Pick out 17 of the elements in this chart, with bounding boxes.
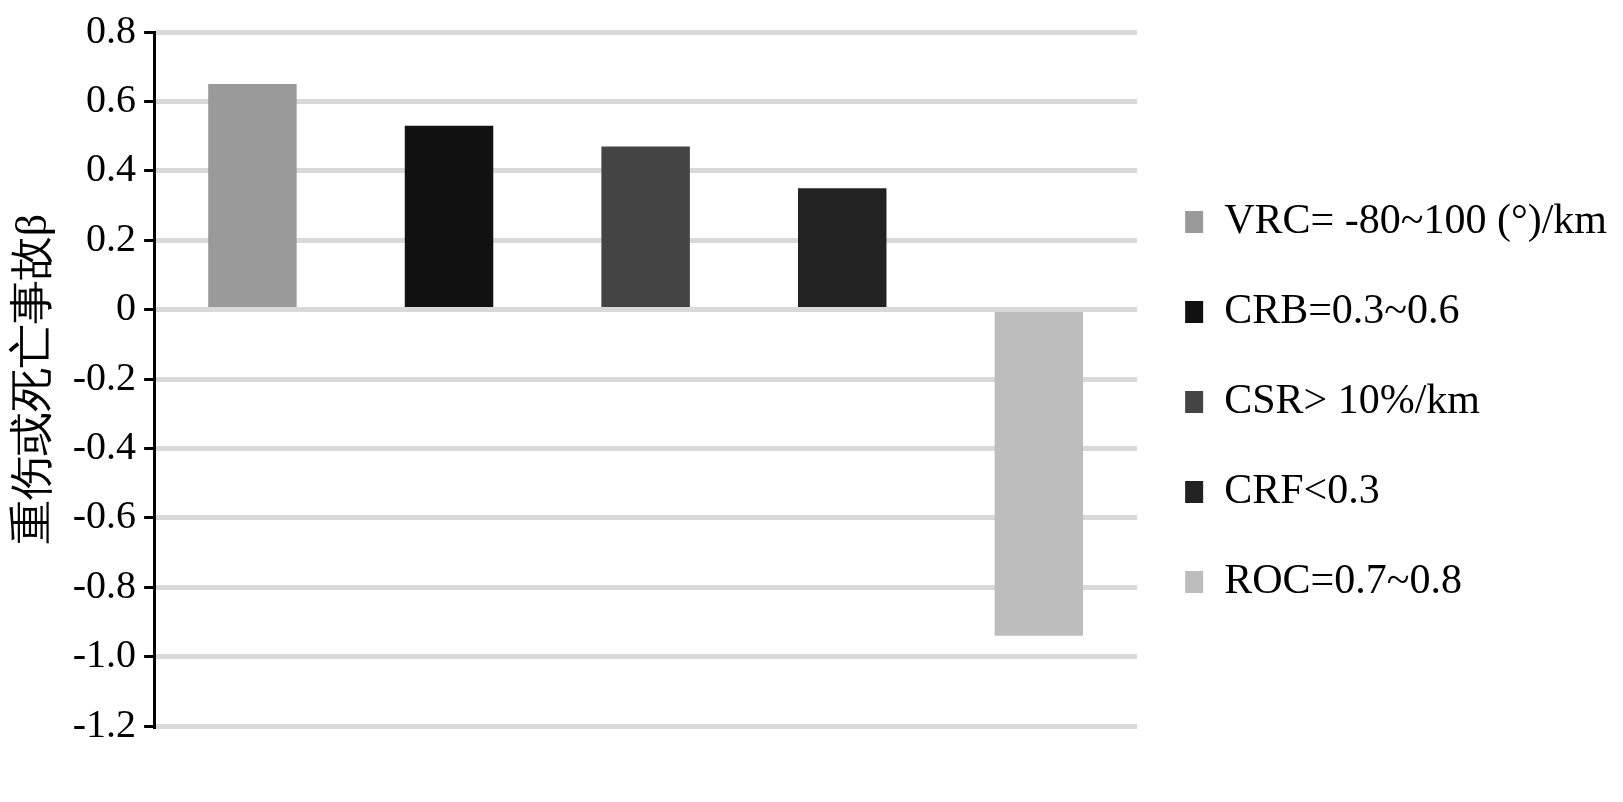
y-tick-label: 0.2 (86, 214, 137, 260)
y-tick-label: -0.2 (72, 353, 137, 399)
y-tick-label: -0.6 (72, 492, 137, 538)
y-tick-label: 0.8 (86, 6, 137, 52)
y-tick-label: -0.8 (72, 561, 137, 607)
y-tick-label: 0.4 (86, 145, 137, 191)
y-tick-label: -0.4 (72, 422, 137, 468)
y-tick-label: 0.6 (86, 75, 137, 121)
y-tick-label: -1.0 (72, 631, 137, 677)
legend-label: ROC=0.7~0.8 (1224, 556, 1462, 603)
legend-label: CSR> 10%/km (1224, 376, 1481, 423)
legend-label: VRC= -80~100 (°)/km (1224, 196, 1608, 244)
legend-label: CRB=0.3~0.6 (1224, 286, 1460, 333)
y-tick-label: -1.2 (72, 700, 137, 746)
y-axis-title: 重伤或死亡事故β (6, 213, 56, 545)
legend-label: CRF<0.3 (1224, 466, 1380, 513)
y-tick-label: 0 (116, 284, 137, 330)
